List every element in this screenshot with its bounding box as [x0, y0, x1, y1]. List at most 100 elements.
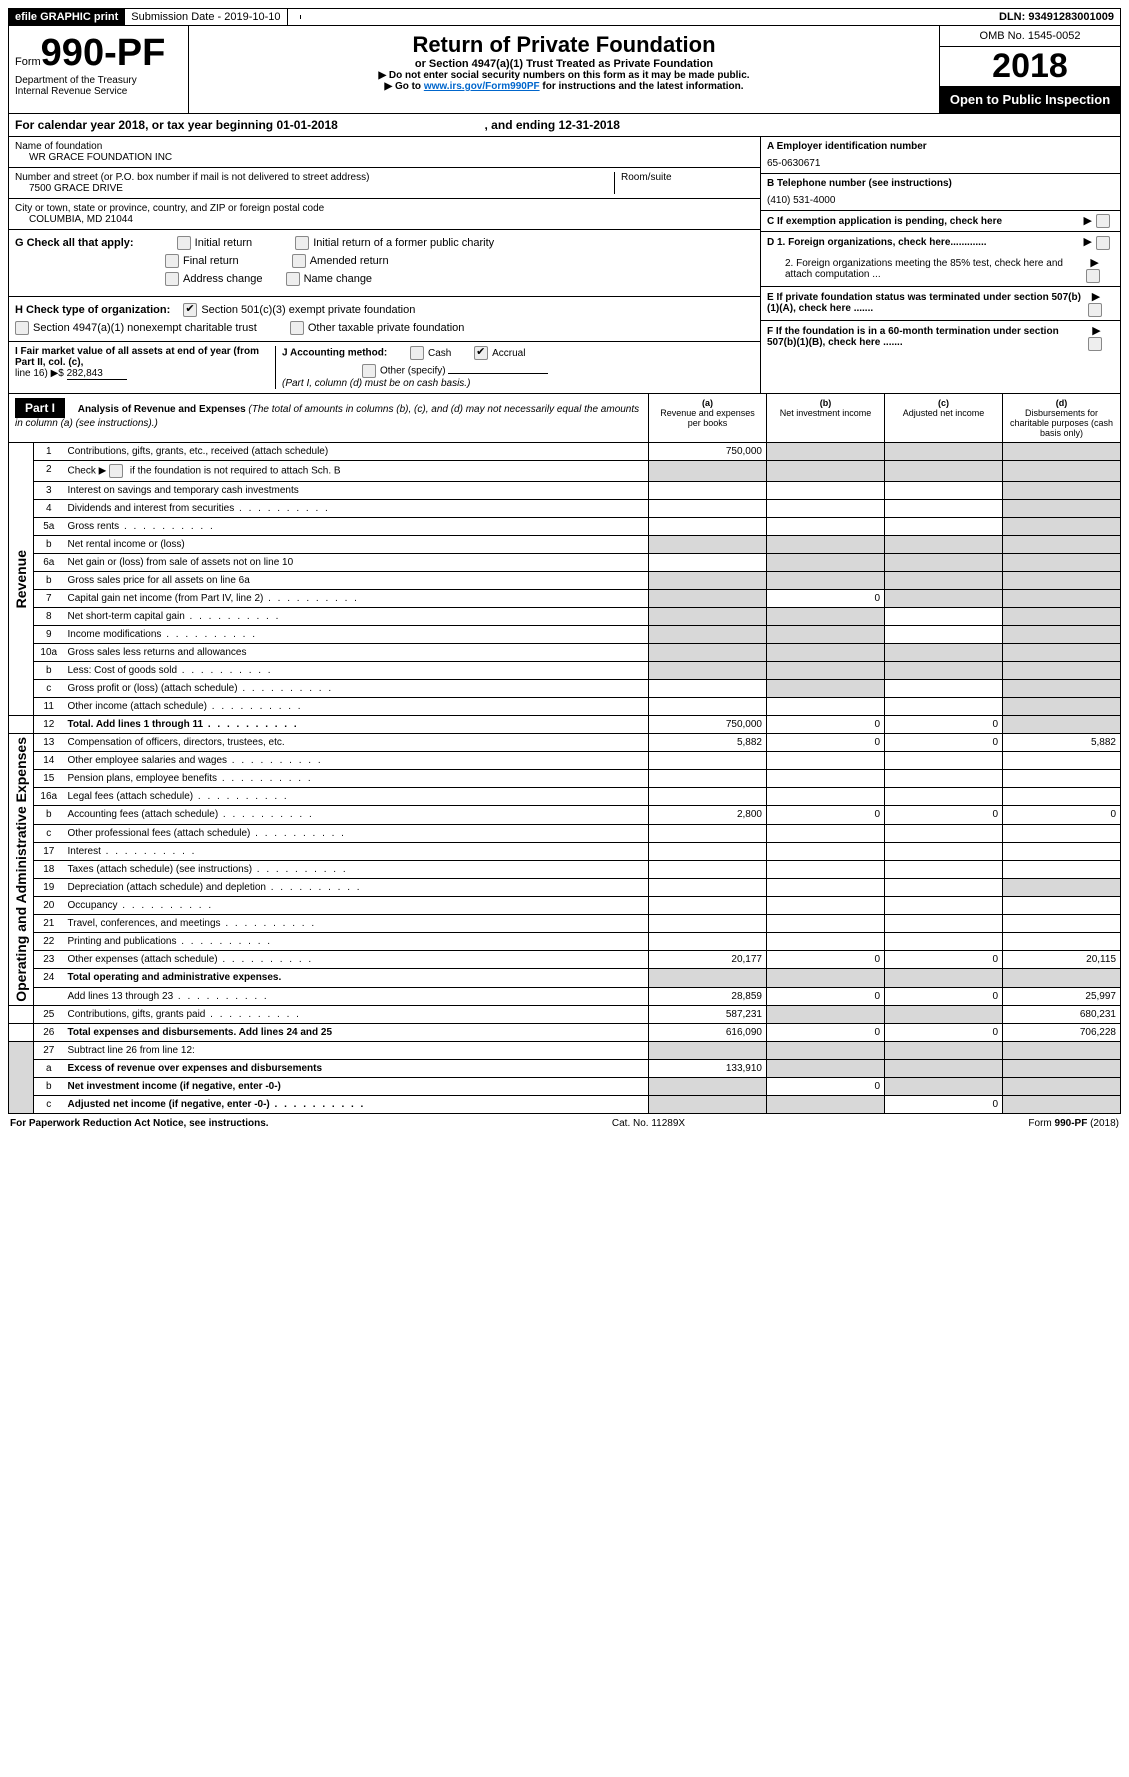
d1-label: D 1. Foreign organizations, check here..…: [767, 237, 987, 248]
table-row: 6aNet gain or (loss) from sale of assets…: [9, 554, 1121, 572]
h-4947-checkbox[interactable]: [15, 321, 29, 335]
box-d: D 1. Foreign organizations, check here..…: [761, 232, 1120, 286]
dept-treasury: Department of the Treasury: [15, 75, 182, 86]
box-e: E If private foundation status was termi…: [761, 287, 1120, 321]
goto-note: ▶ Go to www.irs.gov/Form990PF for instru…: [195, 81, 933, 92]
part1-table: Revenue 1 Contributions, gifts, grants, …: [8, 443, 1121, 1114]
ein-value: 65-0630671: [767, 158, 1114, 169]
h-other-label: Other taxable private foundation: [308, 322, 465, 334]
calendar-year-line: For calendar year 2018, or tax year begi…: [8, 114, 1121, 137]
section-g: G Check all that apply: Initial return I…: [9, 230, 760, 297]
initial-return-checkbox[interactable]: [177, 236, 191, 250]
form-title: Return of Private Foundation: [195, 32, 933, 58]
cal-year-end: , and ending 12-31-2018: [485, 118, 620, 132]
table-row: 24Total operating and administrative exp…: [9, 969, 1121, 987]
final-return-label: Final return: [183, 255, 239, 267]
table-row: 5aGross rents: [9, 518, 1121, 536]
c-label: C If exemption application is pending, c…: [767, 216, 1002, 227]
h-501c3-label: Section 501(c)(3) exempt private foundat…: [201, 304, 415, 316]
table-row: 20Occupancy: [9, 896, 1121, 914]
address-value: 7500 GRACE DRIVE: [15, 183, 614, 194]
part1-label: Part I: [15, 398, 65, 418]
footer-mid: Cat. No. 11289X: [612, 1118, 685, 1129]
table-row: 18Taxes (attach schedule) (see instructi…: [9, 860, 1121, 878]
d2-label: 2. Foreign organizations meeting the 85%…: [767, 258, 1086, 280]
form-header: Form990-PF Department of the Treasury In…: [8, 26, 1121, 114]
name-change-label: Name change: [304, 273, 373, 285]
section-ij: I Fair market value of all assets at end…: [9, 342, 760, 393]
box-f: F If the foundation is in a 60-month ter…: [761, 321, 1120, 354]
dept-irs: Internal Revenue Service: [15, 86, 182, 97]
ein-label: A Employer identification number: [767, 141, 1114, 152]
table-row: cAdjusted net income (if negative, enter…: [9, 1095, 1121, 1113]
amended-checkbox[interactable]: [292, 254, 306, 268]
table-row: 7Capital gain net income (from Part IV, …: [9, 590, 1121, 608]
box-c: C If exemption application is pending, c…: [761, 211, 1120, 232]
schb-checkbox[interactable]: [109, 464, 123, 478]
table-row: bAccounting fees (attach schedule)2,8000…: [9, 806, 1121, 824]
goto-post: for instructions and the latest informat…: [540, 81, 744, 92]
initial-former-checkbox[interactable]: [295, 236, 309, 250]
table-row: 17Interest: [9, 842, 1121, 860]
h-501c3-checkbox[interactable]: [183, 303, 197, 317]
entity-right: A Employer identification number 65-0630…: [760, 137, 1120, 393]
table-row: 26Total expenses and disbursements. Add …: [9, 1023, 1121, 1041]
header-center: Return of Private Foundation or Section …: [189, 26, 940, 113]
revenue-side-label: Revenue: [13, 550, 29, 608]
form-subtitle: or Section 4947(a)(1) Trust Treated as P…: [195, 58, 933, 70]
amended-label: Amended return: [310, 255, 389, 267]
table-row: aExcess of revenue over expenses and dis…: [9, 1059, 1121, 1077]
page-footer: For Paperwork Reduction Act Notice, see …: [8, 1114, 1121, 1133]
col-d-head: (d)Disbursements for charitable purposes…: [1002, 394, 1120, 442]
c-checkbox[interactable]: [1096, 214, 1110, 228]
phone-cell: B Telephone number (see instructions) (4…: [761, 174, 1120, 211]
table-row: 27Subtract line 26 from line 12:: [9, 1041, 1121, 1059]
table-row: 2 Check ▶ if the foundation is not requi…: [9, 461, 1121, 482]
address-cell: Number and street (or P.O. box number if…: [9, 168, 760, 199]
address-change-checkbox[interactable]: [165, 272, 179, 286]
header-left: Form990-PF Department of the Treasury In…: [9, 26, 189, 113]
j-note: (Part I, column (d) must be on cash basi…: [282, 378, 754, 389]
name-label: Name of foundation: [15, 141, 754, 152]
name-change-checkbox[interactable]: [286, 272, 300, 286]
j-cash-checkbox[interactable]: [410, 346, 424, 360]
j-other-checkbox[interactable]: [362, 364, 376, 378]
i-label: I Fair market value of all assets at end…: [15, 346, 259, 368]
d2-checkbox[interactable]: [1086, 269, 1100, 283]
d1-checkbox[interactable]: [1096, 236, 1110, 250]
e-checkbox[interactable]: [1088, 303, 1102, 317]
table-row: bLess: Cost of goods sold: [9, 662, 1121, 680]
table-row: 25Contributions, gifts, grants paid587,2…: [9, 1005, 1121, 1023]
j-label: J Accounting method:: [282, 348, 387, 359]
table-row: 16aLegal fees (attach schedule): [9, 788, 1121, 806]
j-accrual-label: Accrual: [492, 348, 525, 359]
table-row: 4Dividends and interest from securities: [9, 500, 1121, 518]
city-value: COLUMBIA, MD 21044: [15, 214, 754, 225]
table-row: cGross profit or (loss) (attach schedule…: [9, 680, 1121, 698]
g-label: G Check all that apply:: [15, 237, 134, 249]
r1-a: 750,000: [649, 443, 767, 461]
dln: DLN: 93491283001009: [993, 9, 1120, 25]
part1-title: Analysis of Revenue and Expenses: [78, 404, 246, 415]
j-accrual-checkbox[interactable]: [474, 346, 488, 360]
initial-former-label: Initial return of a former public charit…: [313, 237, 494, 249]
h-other-checkbox[interactable]: [290, 321, 304, 335]
final-return-checkbox[interactable]: [165, 254, 179, 268]
irs-link[interactable]: www.irs.gov/Form990PF: [424, 81, 540, 92]
f-checkbox[interactable]: [1088, 337, 1102, 351]
h-4947-label: Section 4947(a)(1) nonexempt charitable …: [33, 322, 257, 334]
table-row: 11Other income (attach schedule): [9, 698, 1121, 716]
table-row: 10aGross sales less returns and allowanc…: [9, 644, 1121, 662]
table-row: 22Printing and publications: [9, 933, 1121, 951]
phone-label: B Telephone number (see instructions): [767, 178, 1114, 189]
form-number: 990-PF: [41, 32, 166, 74]
omb-number: OMB No. 1545-0052: [940, 26, 1120, 47]
entity-info: Name of foundation WR GRACE FOUNDATION I…: [8, 137, 1121, 394]
table-row: bNet rental income or (loss): [9, 536, 1121, 554]
i-line: line 16) ▶$: [15, 368, 64, 379]
name-value: WR GRACE FOUNDATION INC: [15, 152, 754, 163]
city-cell: City or town, state or province, country…: [9, 199, 760, 230]
f-label: F If the foundation is in a 60-month ter…: [767, 326, 1088, 348]
h-label: H Check type of organization:: [15, 304, 170, 316]
submission-date: Submission Date - 2019-10-10: [125, 9, 287, 25]
